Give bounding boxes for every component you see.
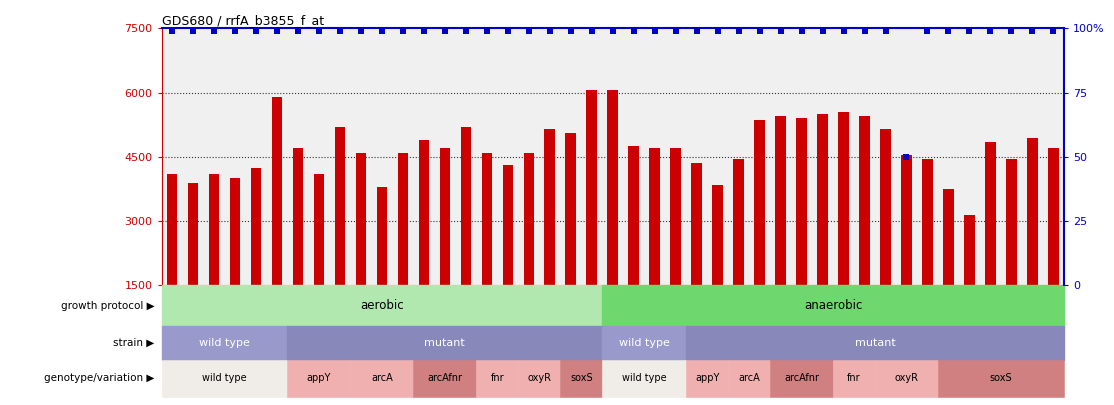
Bar — [560, 360, 603, 397]
Text: oxyR: oxyR — [527, 373, 551, 383]
Text: appY: appY — [695, 373, 720, 383]
Text: arcAfnr: arcAfnr — [784, 373, 819, 383]
Text: fnr: fnr — [490, 373, 505, 383]
Bar — [985, 142, 996, 285]
Bar — [607, 90, 618, 285]
Bar — [859, 116, 870, 285]
Bar — [818, 114, 828, 285]
Text: mutant: mutant — [424, 338, 466, 348]
Bar — [524, 153, 534, 285]
Bar — [1048, 148, 1058, 285]
Bar — [287, 360, 351, 397]
Bar — [1006, 159, 1017, 285]
Text: wild type: wild type — [199, 338, 250, 348]
Bar — [334, 127, 345, 285]
Bar — [586, 90, 597, 285]
Bar — [477, 360, 518, 397]
Bar — [167, 174, 177, 285]
Text: GDS680 / rrfA_b3855_f_at: GDS680 / rrfA_b3855_f_at — [162, 14, 324, 27]
Bar — [351, 360, 413, 397]
Bar — [874, 360, 938, 397]
Bar — [293, 148, 303, 285]
Bar — [944, 189, 954, 285]
Bar — [686, 326, 1064, 360]
Bar — [398, 153, 408, 285]
Bar — [671, 148, 681, 285]
Text: soxS: soxS — [570, 373, 593, 383]
Text: wild type: wild type — [618, 338, 670, 348]
Bar — [314, 174, 324, 285]
Bar — [797, 118, 807, 285]
Bar — [770, 360, 833, 397]
Bar — [229, 178, 241, 285]
Bar — [162, 360, 287, 397]
Bar — [603, 326, 686, 360]
Text: mutant: mutant — [854, 338, 896, 348]
Bar — [938, 360, 1064, 397]
Text: appY: appY — [306, 373, 331, 383]
Bar — [754, 120, 765, 285]
Bar — [287, 326, 603, 360]
Text: growth protocol ▶: growth protocol ▶ — [61, 301, 155, 311]
Bar — [518, 360, 560, 397]
Bar — [712, 185, 723, 285]
Bar — [1027, 138, 1037, 285]
Bar — [377, 187, 388, 285]
Bar — [413, 360, 477, 397]
Bar — [162, 326, 287, 360]
Text: genotype/variation ▶: genotype/variation ▶ — [45, 373, 155, 383]
Text: strain ▶: strain ▶ — [114, 338, 155, 348]
Bar — [481, 153, 492, 285]
Bar — [188, 183, 198, 285]
Text: arcA: arcA — [371, 373, 393, 383]
Text: oxyR: oxyR — [895, 373, 918, 383]
Bar — [833, 360, 874, 397]
Bar — [440, 148, 450, 285]
Bar — [566, 133, 576, 285]
Text: fnr: fnr — [848, 373, 861, 383]
Bar — [692, 163, 702, 285]
Text: wild type: wild type — [202, 373, 247, 383]
Bar — [460, 127, 471, 285]
Bar — [208, 174, 219, 285]
Bar — [686, 360, 729, 397]
Text: anaerobic: anaerobic — [804, 299, 862, 312]
Bar — [880, 129, 891, 285]
Text: arcAfnr: arcAfnr — [428, 373, 462, 383]
Bar — [272, 97, 282, 285]
Bar — [355, 153, 367, 285]
Bar — [545, 129, 555, 285]
Bar — [603, 360, 686, 397]
Bar — [922, 159, 932, 285]
Bar — [628, 146, 639, 285]
Text: soxS: soxS — [989, 373, 1013, 383]
Bar — [729, 360, 770, 397]
Text: aerobic: aerobic — [360, 299, 403, 312]
Bar — [733, 159, 744, 285]
Text: arcA: arcA — [739, 373, 760, 383]
Bar — [603, 285, 1064, 326]
Bar — [502, 165, 514, 285]
Bar — [162, 285, 603, 326]
Bar — [965, 215, 975, 285]
Bar — [419, 140, 429, 285]
Text: wild type: wild type — [622, 373, 666, 383]
Bar — [251, 168, 261, 285]
Bar — [649, 148, 659, 285]
Bar — [775, 116, 785, 285]
Bar — [838, 112, 849, 285]
Bar — [901, 155, 911, 285]
